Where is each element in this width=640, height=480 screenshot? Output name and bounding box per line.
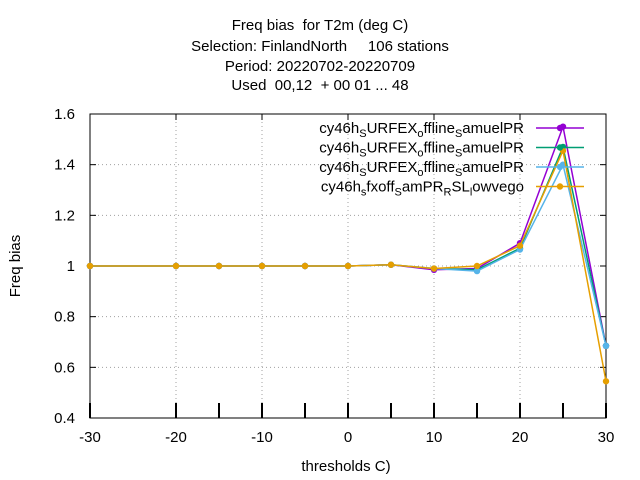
- y-tick-label: 1.2: [54, 207, 75, 224]
- legend-text: SL: [451, 179, 469, 196]
- legend-text: ffline: [424, 120, 455, 137]
- y-tick-label: 1.6: [54, 106, 75, 123]
- legend-text: amuelPR: [462, 140, 524, 157]
- legend-text: amuelPR: [462, 159, 524, 176]
- legend-subscript: S: [359, 148, 366, 160]
- legend-subscript: S: [455, 167, 462, 179]
- series-4-point: [215, 262, 223, 270]
- legend-text: amPR: [402, 179, 444, 196]
- legend-text: cy46h: [319, 120, 359, 137]
- legend-label-2: cy46hSURFEXofflineSamuelPR: [319, 140, 524, 160]
- x-axis-label: thresholds C): [301, 458, 390, 475]
- x-tick-label: 10: [426, 429, 443, 446]
- series-4-point: [258, 262, 266, 270]
- series-4-point: [387, 261, 395, 268]
- axes: -30 -20 -10 0 10 20 30 0.4 0.6 0.8 1 1.2 1.4 1.6: [54, 106, 614, 446]
- series-4-point: [301, 262, 309, 270]
- legend-text: ffline: [424, 159, 455, 176]
- series-3-point: [602, 342, 610, 349]
- series-4-point: [86, 262, 94, 270]
- legend-marker-3: [556, 163, 564, 171]
- legend-label-1: cy46hSURFEXofflineSamuelPR: [319, 120, 524, 140]
- legend-text: cy46h: [319, 140, 359, 157]
- series-4-point: [473, 262, 481, 270]
- legend-text: URFEX: [367, 140, 418, 157]
- legend-text: fxoff: [366, 179, 395, 196]
- legend-text: amuelPR: [462, 120, 524, 137]
- y-tick-label: 1.4: [54, 157, 75, 174]
- x-tick-label: 30: [598, 429, 615, 446]
- y-tick-label: 1: [67, 258, 75, 275]
- chart-title-line-1: Freq bias for T2m (deg C): [231, 17, 409, 34]
- legend-text: ffline: [424, 140, 455, 157]
- legend-text: URFEX: [367, 120, 418, 137]
- legend-text: URFEX: [367, 159, 418, 176]
- series-line-4: [90, 148, 607, 382]
- legend-subscript: S: [359, 128, 366, 140]
- legend-subscript: o: [417, 167, 423, 179]
- chart-title-line-2: Selection: FinlandNorth 106 stations: [191, 38, 449, 55]
- y-tick-label: 0.8: [54, 309, 75, 326]
- series-4-point: [430, 265, 438, 272]
- y-tick-label: 0.6: [54, 359, 75, 376]
- x-tick-label: -10: [251, 429, 273, 446]
- legend-label-3: cy46hSURFEXofflineSamuelPR: [319, 159, 524, 179]
- legend-subscript: o: [417, 148, 423, 160]
- chart-title-line-4: Used 00,12 + 00 01 ... 48: [231, 77, 409, 94]
- series-4-point: [516, 242, 524, 249]
- series-4-point: [344, 262, 352, 270]
- legend-subscript: s: [361, 187, 367, 199]
- legend-subscript: R: [444, 187, 452, 199]
- legend-subscript: l: [470, 187, 472, 199]
- x-tick-label: -20: [165, 429, 187, 446]
- series-layer: [86, 123, 610, 385]
- chart-title-line-3: Period: 20220702-20220709: [224, 58, 416, 75]
- legend: cy46hSURFEXofflineSamuelPRcy46hSURFEXoff…: [319, 120, 584, 199]
- legend-subscript: S: [395, 187, 402, 199]
- legend-subscript: S: [359, 167, 366, 179]
- series-3-point: [473, 267, 481, 275]
- legend-text: cy46h: [319, 159, 359, 176]
- legend-text: owvego: [472, 179, 524, 196]
- y-tick-label: 0.4: [54, 410, 75, 427]
- legend-subscript: S: [455, 128, 462, 140]
- legend-marker-2: [556, 144, 564, 151]
- x-tick-label: -30: [79, 429, 101, 446]
- y-axis-label: Freq bias: [7, 235, 24, 298]
- series-4-point: [172, 262, 180, 270]
- series-4-point: [602, 378, 610, 385]
- legend-subscript: S: [455, 148, 462, 160]
- legend-marker-1: [556, 124, 564, 132]
- legend-subscript: o: [417, 128, 423, 140]
- legend-text: cy46h: [321, 179, 361, 196]
- x-tick-label: 0: [344, 429, 352, 446]
- legend-label-4: cy46hsfxoffSamPRRSLlowvego: [321, 179, 524, 199]
- legend-marker-4: [556, 183, 564, 190]
- x-tick-label: 20: [512, 429, 529, 446]
